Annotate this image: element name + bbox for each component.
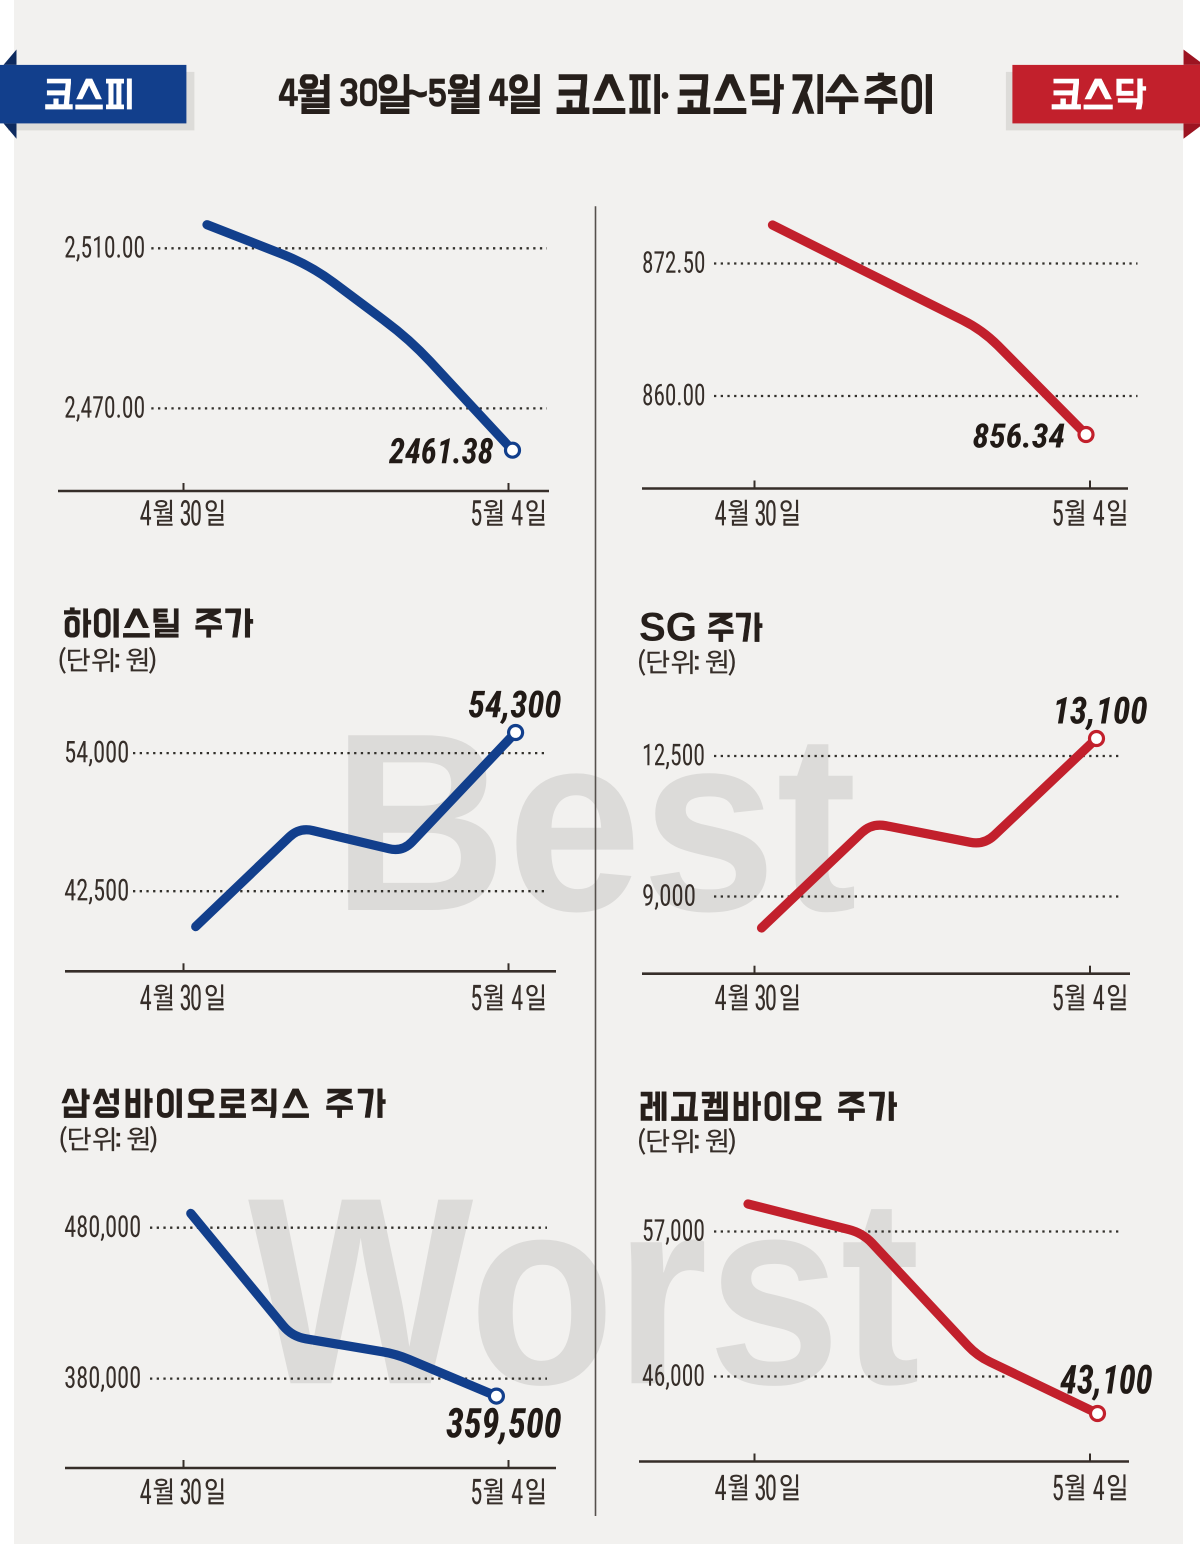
svg-text:Best: Best <box>332 680 857 964</box>
svg-text:SG: SG <box>639 606 697 650</box>
svg-text:Worst: Worst <box>248 1141 920 1440</box>
